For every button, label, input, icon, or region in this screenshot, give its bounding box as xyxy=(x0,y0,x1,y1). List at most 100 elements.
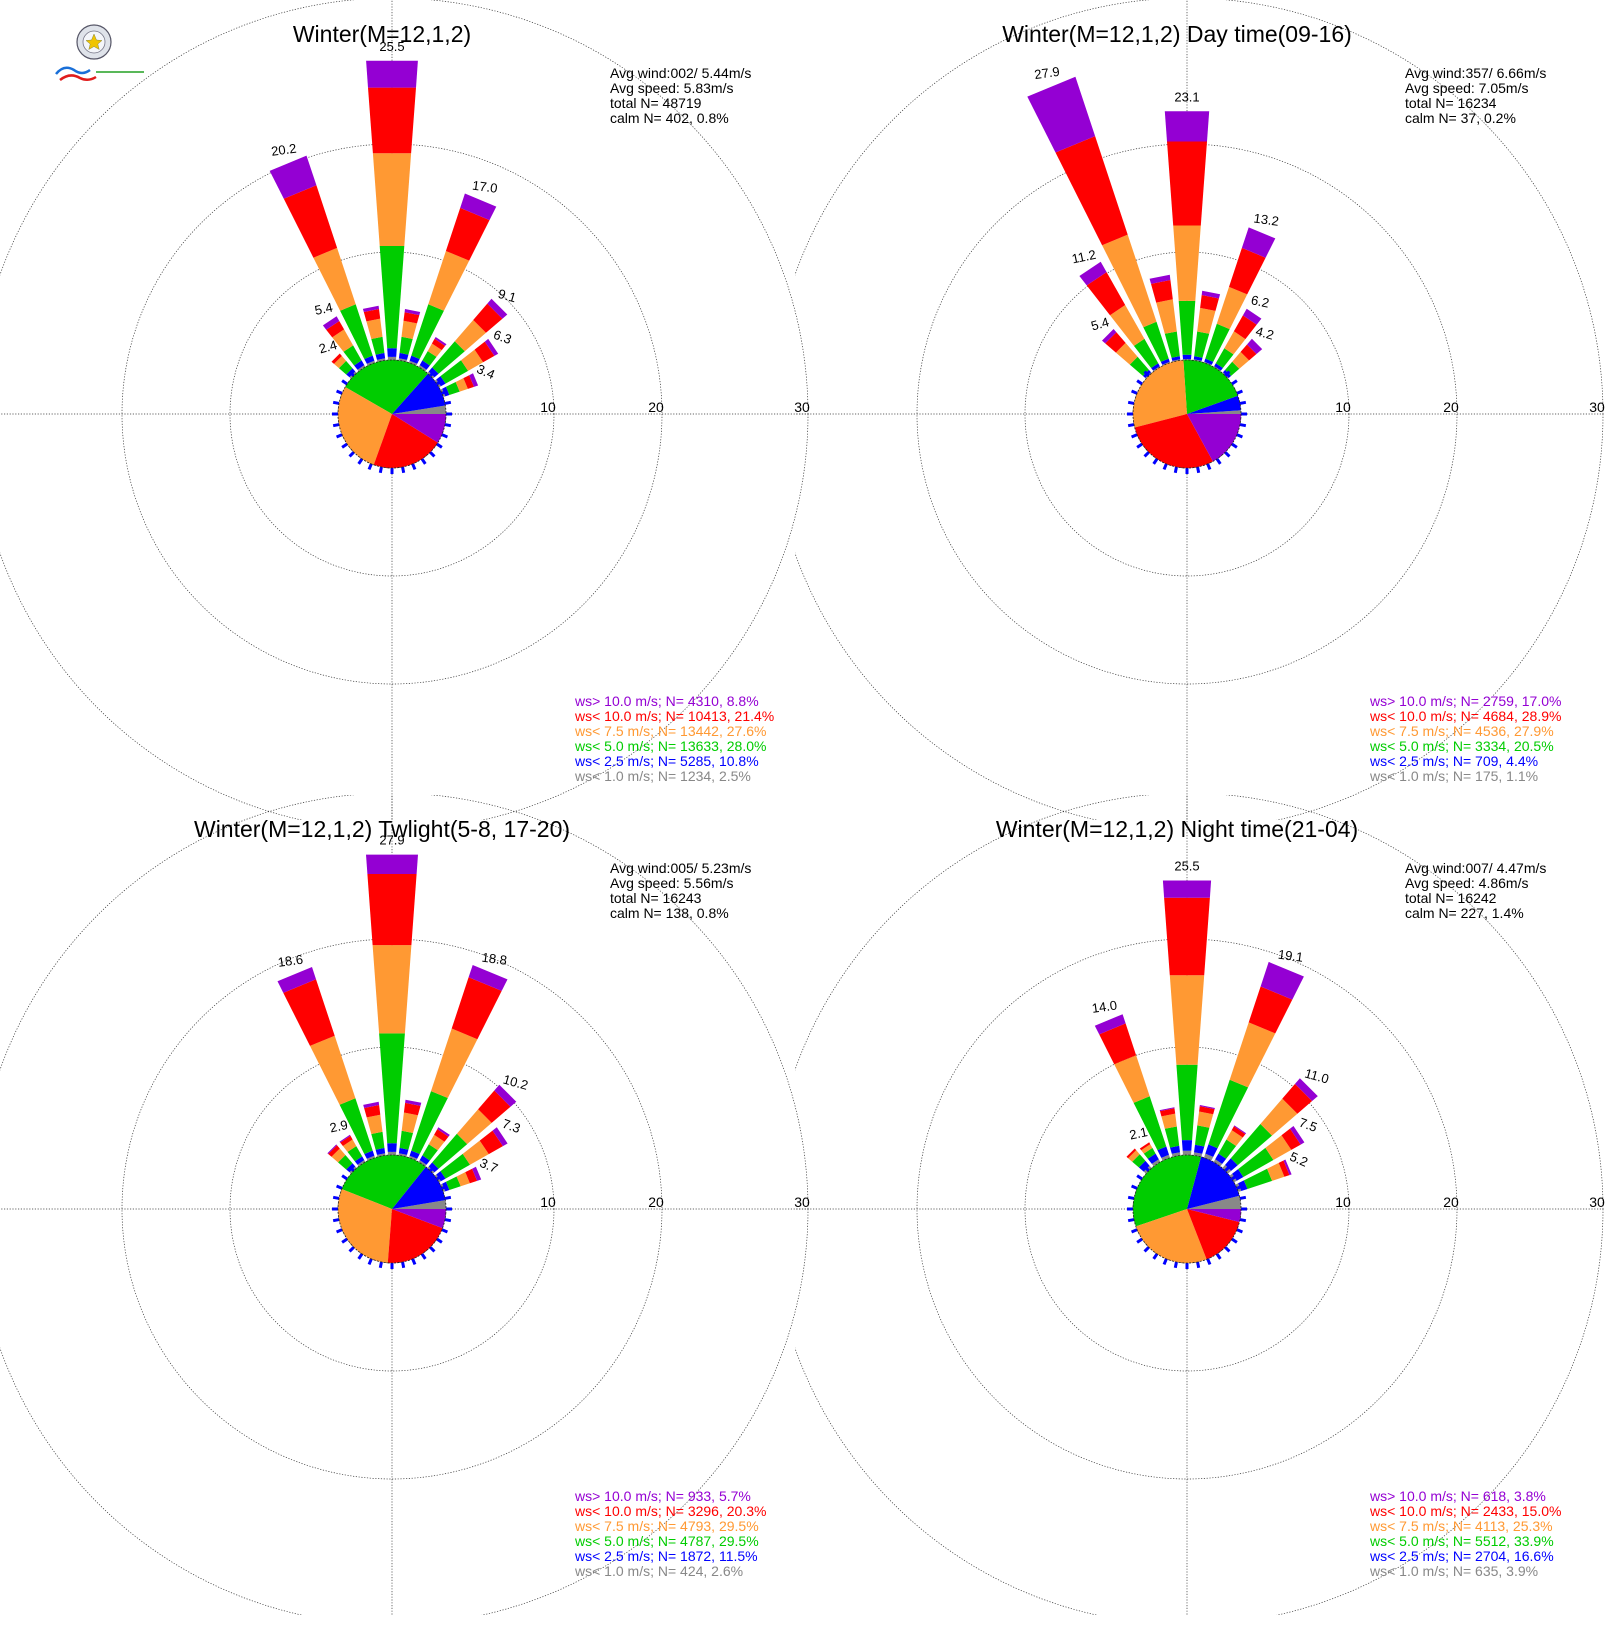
base-tick xyxy=(1143,1165,1150,1172)
bar-segment-ws_gt10 xyxy=(492,1127,508,1147)
base-tick xyxy=(332,1195,340,1200)
bar-segment-ws_lt5 xyxy=(1215,348,1234,368)
bar-segment-ws_lt7_5 xyxy=(431,1028,478,1098)
bar-segment-ws_lt1 xyxy=(377,358,386,362)
peak-labels: 14.0 25.5 19.1 11.0 7.5 5.2 2.1 xyxy=(1091,859,1331,1170)
bar-segment-ws_lt5 xyxy=(1194,331,1210,358)
base-tick xyxy=(436,1174,443,1181)
pie-slice-ws_lt2_5 xyxy=(392,1166,446,1209)
ring-label: 20 xyxy=(1443,399,1459,415)
bar-segment-ws_gt10 xyxy=(472,1166,482,1181)
peak-label: 17.0 xyxy=(471,178,498,196)
bar-segment-ws_lt7_5 xyxy=(1216,286,1248,330)
peak-label: 27.9 xyxy=(379,833,404,848)
legend-entry-ws_lt2_5: ws< 2.5 m/s; N= 2704, 16.6% xyxy=(1369,1548,1554,1564)
bar-segment-ws_lt7_5 xyxy=(401,1112,418,1133)
wind-rose-chart: 10 20 30 20.2 25.5 17.0 9.1 6.3 3.4 5.4 2.4 Winter(… xyxy=(0,0,810,820)
bar-segment-ws_lt7_5 xyxy=(1169,975,1205,1065)
stats-line: Avg speed: 5.56m/s xyxy=(610,875,733,891)
bar-segment-ws_lt10 xyxy=(434,1129,449,1142)
pie-slice-ws_lt5 xyxy=(1133,1155,1201,1227)
bar-segment-ws_gt10 xyxy=(1027,76,1096,153)
bar-segment-ws_lt1 xyxy=(1204,1153,1214,1161)
bar-segment-ws_lt10 xyxy=(1126,1148,1137,1159)
bar-segment-ws_lt1 xyxy=(398,1153,407,1157)
base-tick xyxy=(1130,389,1138,395)
bar-segment-ws_lt7_5 xyxy=(456,1172,470,1187)
bar-segment-ws_lt10 xyxy=(1233,315,1257,340)
legend-entry-ws_lt10: ws< 10.0 m/s; N= 2433, 15.0% xyxy=(1369,1503,1561,1519)
base-tick xyxy=(1231,1237,1238,1244)
pie-outline xyxy=(337,1154,447,1264)
base-tick xyxy=(335,1228,343,1234)
stats-line: total N= 16243 xyxy=(610,890,702,906)
bar-segment-ws_lt5 xyxy=(340,304,373,359)
bar-segment-ws_lt2_5 xyxy=(375,1147,386,1155)
bar-segment-ws_lt10 xyxy=(367,874,417,946)
bar-segment-ws_lt5 xyxy=(422,1144,438,1161)
ring-label: 30 xyxy=(1589,399,1605,415)
pie-outline xyxy=(1132,1154,1242,1264)
bar-segment-ws_lt1 xyxy=(1153,366,1161,372)
peak-label: 7.3 xyxy=(500,1116,522,1136)
bar-segment-ws_lt2_5 xyxy=(1151,363,1160,371)
bar-segment-ws_lt10 xyxy=(451,977,502,1040)
legend-entry-ws_lt7_5: ws< 7.5 m/s; N= 13442, 27.6% xyxy=(574,723,766,739)
bar-segment-ws_lt10 xyxy=(364,1105,381,1118)
wind-rose-panel-3: 10 20 30 18.6 27.9 18.8 10.2 7.3 3.7 2.9 Winter(M=… xyxy=(0,795,810,1615)
base-tick xyxy=(411,463,417,471)
wind-rose-chart: 10 20 30 14.0 25.5 19.1 11.0 7.5 5.2 2.1 Winter(M=… xyxy=(795,795,1605,1615)
bar-segment-ws_lt2_5 xyxy=(387,348,397,357)
bar-segment-ws_lt10 xyxy=(479,1130,503,1155)
bar-segment-ws_lt5 xyxy=(343,345,362,366)
legend: ws> 10.0 m/s; N= 2759, 17.0%ws< 10.0 m/s… xyxy=(1369,693,1561,784)
bar-segment-ws_gt10 xyxy=(1260,961,1304,1000)
bar-segment-ws_lt10 xyxy=(474,341,495,363)
stats-line: Avg wind:002/ 5.44m/s xyxy=(610,65,751,81)
base-tick xyxy=(444,1195,452,1200)
pie-slice-ws_gt10 xyxy=(1187,1209,1241,1222)
legend-entry-ws_lt5: ws< 5.0 m/s; N= 13633, 28.0% xyxy=(574,738,766,754)
bar-segment-ws_lt5 xyxy=(1164,331,1180,358)
pie-slice-ws_lt5 xyxy=(1183,359,1238,414)
base-tick xyxy=(341,1237,348,1244)
pie-slice-ws_lt7_5 xyxy=(1132,360,1187,428)
bar-segment-ws_lt7_5 xyxy=(1161,1113,1177,1129)
legend-entry-ws_lt1: ws< 1.0 m/s; N= 175, 1.1% xyxy=(1369,768,1538,784)
bar-segment-ws_lt5 xyxy=(440,1153,470,1179)
bar-segment-ws_gt10 xyxy=(468,965,508,991)
bar-segment-ws_lt2_5 xyxy=(398,1147,409,1155)
base-tick xyxy=(1130,1228,1138,1234)
ring-label: 20 xyxy=(648,1194,664,1210)
bar-segment-ws_lt10 xyxy=(1167,141,1207,226)
legend-entry-ws_lt5: ws< 5.0 m/s; N= 3334, 20.5% xyxy=(1369,738,1554,754)
base-tick xyxy=(1136,1237,1143,1244)
wind-rose-panel-4: 10 20 30 14.0 25.5 19.1 11.0 7.5 5.2 2.1 Winter(M=… xyxy=(795,795,1605,1615)
bar-segment-ws_gt10 xyxy=(362,305,379,312)
base-tick xyxy=(429,1165,436,1172)
legend-entry-ws_lt2_5: ws< 2.5 m/s; N= 1872, 11.5% xyxy=(574,1548,758,1564)
bar-segment-ws_lt5 xyxy=(1164,1126,1180,1148)
pie-slice-ws_lt1 xyxy=(392,1200,447,1209)
base-tick xyxy=(357,1253,364,1260)
bar-segment-ws_lt5 xyxy=(1129,356,1149,376)
stats-line: calm N= 227, 1.4% xyxy=(1405,905,1524,921)
bar-segment-ws_lt2_5 xyxy=(1193,356,1203,361)
bar-segment-ws_lt7_5 xyxy=(461,349,484,371)
base-tick xyxy=(441,1184,449,1190)
bar-segment-ws_lt5 xyxy=(440,360,469,384)
base-tick xyxy=(441,1228,449,1234)
stats-line: total N= 48719 xyxy=(610,95,702,111)
base-tick xyxy=(1196,1261,1201,1269)
bar-segment-ws_lt7_5 xyxy=(1110,305,1145,346)
chart-title: Winter(M=12,1,2) Day time(09-16) xyxy=(1002,21,1352,47)
bar-segment-ws_lt5 xyxy=(1238,1147,1274,1177)
bar-segment-ws_gt10 xyxy=(322,316,340,330)
peak-label: 3.7 xyxy=(478,1155,501,1176)
base-tick xyxy=(348,451,355,458)
bar-segment-ws_lt7_5 xyxy=(332,329,354,352)
legend-entry-ws_lt2_5: ws< 2.5 m/s; N= 5285, 10.8% xyxy=(574,753,759,769)
bar-segment-ws_lt7_5 xyxy=(1226,1130,1243,1146)
bar-segment-ws_lt1 xyxy=(409,360,418,366)
